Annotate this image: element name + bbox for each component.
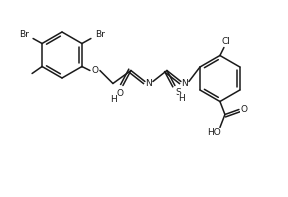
Text: Br: Br — [19, 30, 29, 39]
Text: H: H — [179, 94, 185, 103]
Text: O: O — [116, 89, 124, 98]
Text: S: S — [175, 88, 181, 97]
Text: O: O — [240, 105, 247, 114]
Text: HO: HO — [207, 128, 221, 137]
Text: Cl: Cl — [221, 37, 230, 46]
Text: H: H — [111, 95, 117, 104]
Text: N: N — [145, 79, 152, 88]
Text: Br: Br — [95, 30, 105, 39]
Text: O: O — [91, 66, 98, 75]
Text: N: N — [181, 79, 188, 88]
